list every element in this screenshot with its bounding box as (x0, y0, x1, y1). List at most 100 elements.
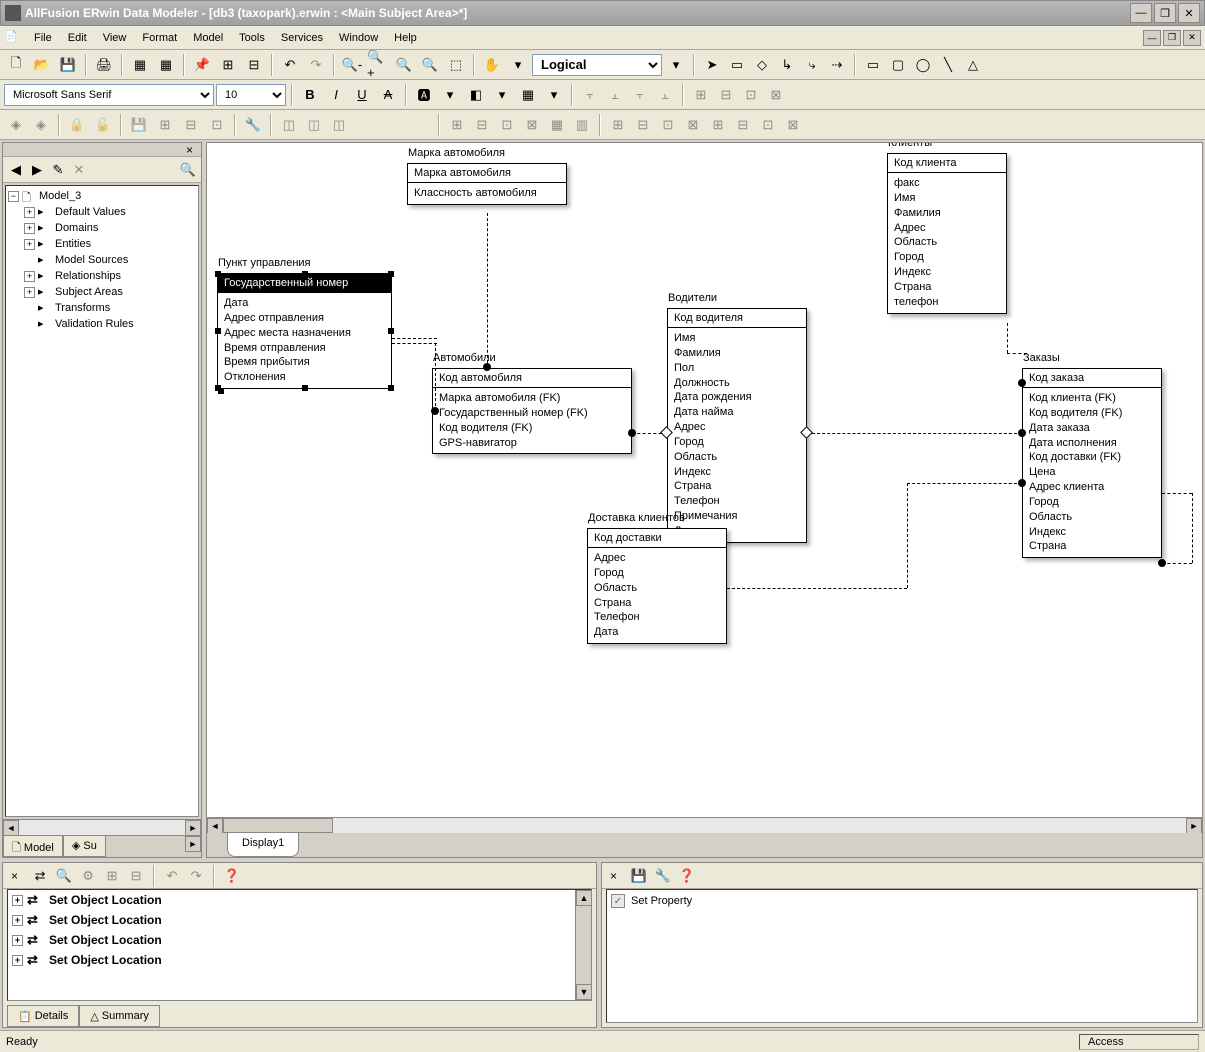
grid-icon[interactable]: ▦ (128, 53, 152, 77)
rel1-icon[interactable]: ↳ (775, 53, 799, 77)
font-size-combo[interactable]: 10 (216, 84, 286, 106)
menu-services[interactable]: Services (273, 29, 331, 47)
shape-line-icon[interactable]: ╲ (936, 53, 960, 77)
tree-node[interactable]: +▸Default Values (24, 204, 196, 220)
minimize-button[interactable]: — (1130, 3, 1152, 23)
tree-tab-scroll[interactable]: ► (185, 836, 201, 852)
tree-node[interactable]: ▸Validation Rules (24, 316, 196, 332)
zoom-out-button[interactable]: 🔍- (340, 53, 364, 77)
props-icon[interactable]: 🔧 (241, 113, 265, 137)
shape-poly-icon[interactable]: △ (961, 53, 985, 77)
zoom-area-button[interactable]: ⬚ (444, 53, 468, 77)
entity-klienty[interactable]: КлиентыКод клиентафаксИмяФамилияАдресОбл… (887, 153, 1007, 314)
bold-button[interactable]: B (298, 83, 322, 107)
shape-ellipse-icon[interactable]: ◯ (911, 53, 935, 77)
underline-button[interactable]: U (350, 83, 374, 107)
explorer-close-icon[interactable]: × (182, 143, 197, 156)
shape-round-icon[interactable]: ▢ (886, 53, 910, 77)
model-view-combo[interactable]: Logical (532, 54, 662, 76)
italic-button[interactable]: I (324, 83, 348, 107)
menu-view[interactable]: View (95, 29, 135, 47)
diagram-canvas[interactable]: Марка автомобиляМарка автомобиляКласснос… (207, 143, 1202, 817)
zoom-fit-button[interactable]: 🔍 (392, 53, 416, 77)
maximize-button[interactable]: ❐ (1154, 3, 1176, 23)
hand-icon[interactable]: ✋ (480, 53, 504, 77)
tree-node[interactable]: ▸Model Sources (24, 252, 196, 268)
entity-zakazy[interactable]: ЗаказыКод заказаКод клиента (FK)Код води… (1022, 368, 1162, 558)
rel3-icon[interactable]: ⇢ (825, 53, 849, 77)
zoom-in-button[interactable]: 🔍+ (366, 53, 390, 77)
menu-help[interactable]: Help (386, 29, 425, 47)
menu-format[interactable]: Format (134, 29, 185, 47)
pr-props-icon[interactable]: 🔧 (653, 866, 673, 886)
tree-body[interactable]: − 🗋 Model_3 +▸Default Values+▸Domains+▸E… (5, 185, 199, 817)
al2-icon[interactable]: 🔍 (54, 866, 74, 886)
redo-button[interactable]: ↷ (304, 53, 328, 77)
tool-icon[interactable]: ⊞ (216, 53, 240, 77)
close-button[interactable]: ✕ (1178, 3, 1200, 23)
tab-summary[interactable]: △ Summary (79, 1005, 160, 1027)
mdi-restore[interactable]: ❐ (1163, 30, 1181, 46)
tree-root[interactable]: − 🗋 Model_3 (8, 188, 196, 204)
entity-voditeli[interactable]: ВодителиКод водителяИмяФамилияПолДолжнос… (667, 308, 807, 543)
mdi-close[interactable]: ✕ (1183, 30, 1201, 46)
bg-color-icon[interactable]: ▾ (490, 83, 514, 107)
pr-save-icon[interactable]: 💾 (629, 866, 649, 886)
drop2-icon[interactable]: ▾ (664, 53, 688, 77)
undo-button[interactable]: ↶ (278, 53, 302, 77)
tool2-icon[interactable]: ⊟ (242, 53, 266, 77)
nav-back-icon[interactable]: ◀ (7, 161, 25, 179)
new-button[interactable]: 🗋 (4, 53, 28, 77)
find-icon[interactable]: 🔍 (179, 161, 197, 179)
tree-scroll-right[interactable]: ► (185, 820, 201, 836)
al-help-icon[interactable]: ❓ (222, 866, 242, 886)
pr-help-icon[interactable]: ❓ (677, 866, 697, 886)
entity-punkt[interactable]: Пункт управленияГосударственный номерДат… (217, 273, 392, 389)
tab-details[interactable]: 📋 Details (7, 1005, 79, 1027)
zoom-100-button[interactable]: 🔍 (418, 53, 442, 77)
shape-rect-icon[interactable]: ▭ (861, 53, 885, 77)
tree-node[interactable]: +▸Domains (24, 220, 196, 236)
border-icon[interactable]: ▦ (516, 83, 540, 107)
mdi-minimize[interactable]: — (1143, 30, 1161, 46)
entity-avto[interactable]: АвтомобилиКод автомобиляМарка автомобиля… (432, 368, 632, 454)
print-button[interactable]: 🖨 (92, 53, 116, 77)
border2-icon[interactable]: ▾ (542, 83, 566, 107)
tree-node[interactable]: +▸Entities (24, 236, 196, 252)
pin-icon[interactable]: 📌 (190, 53, 214, 77)
tree-scroll-left[interactable]: ◄ (3, 820, 19, 836)
action-row[interactable]: +⇄Set Object Location (8, 950, 591, 970)
font-color-icon[interactable]: 🅰 (412, 83, 436, 107)
action-scroll-down[interactable]: ▼ (576, 984, 592, 1000)
entity-marka[interactable]: Марка автомобиляМарка автомобиляКласснос… (407, 163, 567, 205)
action-row[interactable]: +⇄Set Object Location (8, 930, 591, 950)
action-row[interactable]: +⇄Set Object Location (8, 890, 591, 910)
edit-icon[interactable]: ✎ (49, 161, 67, 179)
menu-model[interactable]: Model (185, 29, 231, 47)
tree-tab-model[interactable]: 🗋 Model (3, 835, 63, 857)
action-panel-close-icon[interactable]: × (7, 869, 22, 883)
canvas-scroll-right[interactable]: ► (1186, 818, 1202, 834)
font-combo[interactable]: Microsoft Sans Serif (4, 84, 214, 106)
line-color-icon[interactable]: ◧ (464, 83, 488, 107)
menu-tools[interactable]: Tools (231, 29, 273, 47)
menu-file[interactable]: File (26, 29, 60, 47)
props-panel-close-icon[interactable]: × (606, 869, 621, 883)
canvas-scroll-left[interactable]: ◄ (207, 818, 223, 834)
drop-icon[interactable]: ▾ (506, 53, 530, 77)
menu-edit[interactable]: Edit (60, 29, 95, 47)
action-scroll-up[interactable]: ▲ (576, 890, 592, 906)
entity-icon[interactable]: ▭ (725, 53, 749, 77)
al1-icon[interactable]: ⇄ (30, 866, 50, 886)
tree-tab-subject[interactable]: ◈ Su (63, 835, 106, 857)
strike-button[interactable]: A (376, 83, 400, 107)
tree-node[interactable]: +▸Subject Areas (24, 284, 196, 300)
tree-node[interactable]: ▸Transforms (24, 300, 196, 316)
tree-node[interactable]: +▸Relationships (24, 268, 196, 284)
canvas-scroll-thumb[interactable] (223, 818, 333, 833)
subtype-icon[interactable]: ◇ (750, 53, 774, 77)
save-button[interactable]: 💾 (56, 53, 80, 77)
property-checkbox[interactable]: ✓ (611, 894, 625, 908)
pointer-icon[interactable]: ➤ (700, 53, 724, 77)
nav-fwd-icon[interactable]: ▶ (28, 161, 46, 179)
